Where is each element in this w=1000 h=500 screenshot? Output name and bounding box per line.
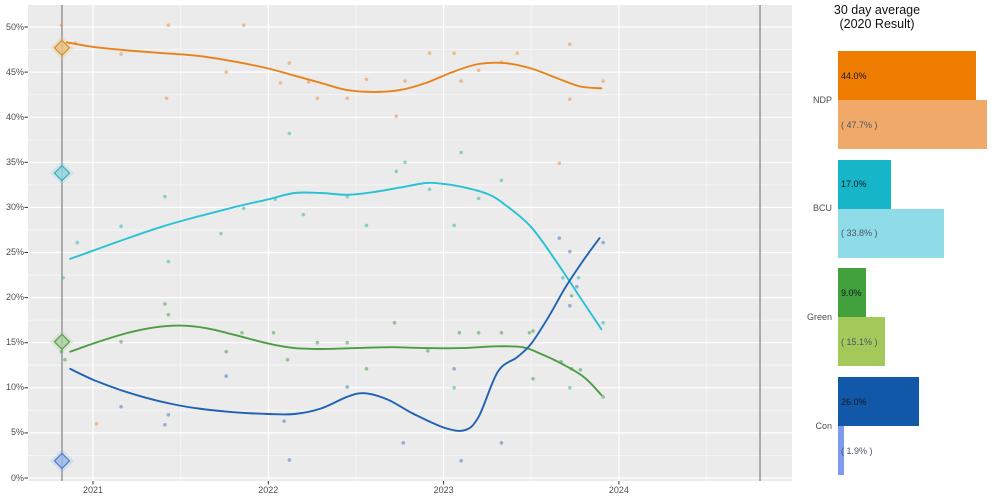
legend-title: 30 day average (2020 Result) [811, 3, 943, 31]
result-bar-NDP [838, 100, 988, 149]
result-diamond-Green [49, 329, 74, 354]
result-value-Con: ( 1.9% ) [841, 445, 873, 456]
x-tick-label: 2021 [82, 485, 104, 495]
result-diamond-Con [49, 448, 74, 473]
y-tick-label: 20% [5, 292, 24, 303]
y-tick-label: 15% [5, 337, 24, 348]
trend-line-Con [69, 237, 601, 432]
party-label-Con: Con [815, 420, 832, 431]
y-tick-label: 0% [10, 472, 24, 483]
trend-line-NDP [65, 41, 603, 93]
x-tick-label: 2022 [258, 485, 279, 495]
avg-value-BCU: 17.0% [841, 179, 867, 190]
y-tick-label: 25% [5, 247, 24, 257]
y-tick-label: 45% [5, 66, 24, 77]
plot-panel [28, 5, 792, 481]
avg-bar-BCU [838, 159, 892, 209]
party-label-Green: Green [806, 311, 832, 322]
y-tick-label: 40% [5, 111, 24, 122]
avg-bar-Con [838, 377, 920, 427]
result-bar-BCU [838, 208, 944, 258]
avg-bar-NDP [838, 51, 976, 100]
y-tick-label: 10% [5, 382, 24, 393]
poll-dots-BCU [61, 131, 605, 390]
legend-title-line1: 30 day average [833, 3, 921, 17]
trend-line-Green [69, 324, 603, 396]
y-tick-label: 50% [5, 21, 24, 32]
result-value-BCU: ( 33.8% ) [841, 228, 878, 239]
result-bar-Con [838, 426, 844, 476]
trend-line-BCU [69, 181, 603, 331]
result-value-Green: ( 15.1% ) [841, 336, 878, 347]
avg-value-Green: 9.0% [841, 287, 862, 298]
x-tick-label: 2023 [433, 485, 454, 495]
x-tick-label: 2024 [608, 485, 629, 495]
major-gridlines [28, 5, 792, 481]
y-tick-label: 30% [5, 201, 24, 212]
y-tick-label: 5% [10, 427, 24, 438]
minor-gridlines [28, 5, 792, 481]
result-value-NDP: ( 47.7% ) [841, 119, 878, 130]
avg-value-Con: 26.0% [841, 396, 867, 407]
axis-ticks [24, 26, 620, 485]
avg-bar-Green [838, 268, 867, 318]
legend-title-line2: (2020 Result) [839, 17, 915, 31]
poll-dots-Con [119, 236, 605, 463]
y-tick-label: 35% [5, 156, 24, 167]
result-diamond-BCU [49, 161, 74, 186]
avg-value-NDP: 44.0% [841, 70, 867, 81]
party-label-BCU: BCU [812, 203, 832, 214]
result-bar-Green [838, 317, 886, 367]
poll-dots-NDP [59, 23, 605, 426]
party-label-NDP: NDP [812, 94, 832, 105]
